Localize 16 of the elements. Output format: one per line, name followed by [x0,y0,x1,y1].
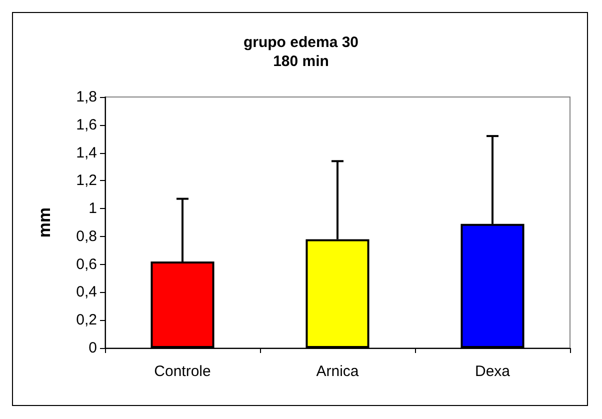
y-tick-label: 0,2 [76,312,97,329]
x-tick-label: Arnica [316,363,360,380]
y-tick-label: 0,6 [76,256,97,273]
x-tick-label: Dexa [474,363,511,380]
y-tick-label: 1 [88,200,97,218]
chart-title: grupo edema 30 [243,34,359,51]
chart-subtitle: 180 min [273,53,329,70]
y-tick-label: 0,8 [76,228,97,245]
y-axis-title: mm [35,207,54,238]
x-tick-label: Controle [154,363,211,380]
y-tick-label: 1,6 [76,116,97,134]
y-tick-label: 0 [88,340,97,356]
y-tick-label: 0,4 [76,284,97,301]
y-tick-label: 1,4 [76,144,97,162]
y-tick-label: 1,2 [76,172,97,190]
y-tick-label: 1,8 [76,88,97,106]
